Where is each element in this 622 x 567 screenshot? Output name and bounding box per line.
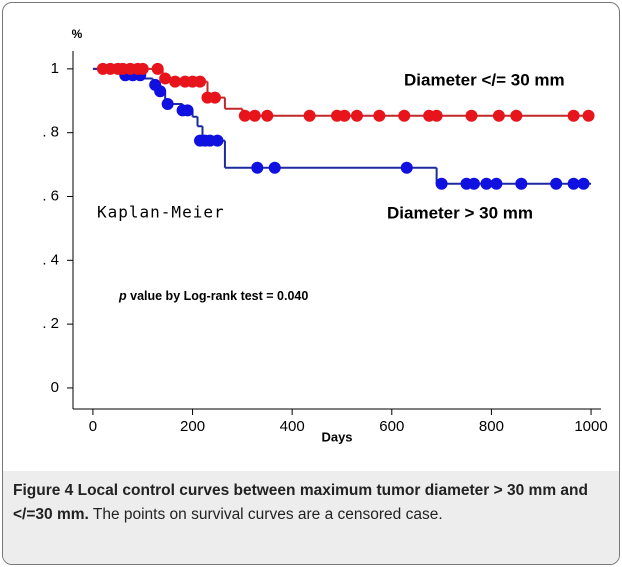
x-tick-label: 200 bbox=[180, 418, 205, 435]
caption-text: The points on survival curves are a cens… bbox=[92, 506, 443, 523]
censor-point bbox=[350, 109, 363, 122]
censor-point bbox=[550, 177, 563, 190]
x-tick-label: 600 bbox=[379, 418, 404, 435]
censor-point bbox=[398, 109, 411, 122]
x-tick-label: 400 bbox=[280, 418, 305, 435]
censor-point bbox=[567, 177, 580, 190]
censor-point bbox=[467, 177, 480, 190]
censor-point bbox=[151, 62, 164, 75]
x-tick-label: 1000 bbox=[574, 418, 607, 435]
censor-point bbox=[169, 75, 182, 88]
x-tick-label: 800 bbox=[479, 418, 504, 435]
legend-label: Diameter </= 30 mm bbox=[404, 70, 565, 89]
censor-point bbox=[490, 177, 503, 190]
censor-point bbox=[338, 109, 351, 122]
censor-point bbox=[567, 109, 580, 122]
annotation-p: p bbox=[118, 289, 127, 303]
censor-point bbox=[194, 75, 207, 88]
y-axis-label: % bbox=[72, 27, 83, 41]
censor-point bbox=[251, 161, 264, 174]
censor-point bbox=[400, 161, 413, 174]
censor-point bbox=[154, 85, 167, 98]
censor-point bbox=[238, 109, 251, 122]
censor-point bbox=[480, 177, 493, 190]
y-tick-label: 0 bbox=[51, 379, 59, 396]
y-tick-label: 1 bbox=[51, 60, 59, 77]
censor-point bbox=[211, 134, 224, 147]
censor-point bbox=[159, 72, 172, 85]
y-tick-label: . 6 bbox=[42, 187, 59, 204]
legend-label: Diameter > 30 mm bbox=[387, 203, 533, 222]
censor-point bbox=[181, 104, 194, 117]
caption-title: Figure 4 Local control curves between ma… bbox=[13, 482, 588, 523]
censor-point bbox=[261, 109, 274, 122]
chart: % Days Kaplan-Meier p value by Log-rank … bbox=[42, 27, 607, 444]
x-tick-label: 0 bbox=[89, 418, 97, 435]
censor-point bbox=[430, 109, 443, 122]
censor-point bbox=[435, 177, 448, 190]
chart-title: Kaplan-Meier bbox=[97, 203, 225, 222]
censor-point bbox=[492, 109, 505, 122]
y-tick-label: . 8 bbox=[42, 124, 59, 141]
annotation-text: value by Log-rank test = 0.040 bbox=[130, 289, 308, 303]
y-tick-label: . 2 bbox=[42, 315, 59, 332]
censor-point bbox=[577, 177, 590, 190]
censor-point bbox=[208, 91, 221, 104]
censor-point bbox=[510, 109, 523, 122]
annotation: p value by Log-rank test = 0.040 bbox=[118, 289, 308, 303]
censor-point bbox=[303, 109, 316, 122]
x-axis-label: Days bbox=[321, 429, 352, 444]
censor-point bbox=[248, 109, 261, 122]
censor-point bbox=[515, 177, 528, 190]
caption: Figure 4 Local control curves between ma… bbox=[3, 471, 619, 564]
censor-point bbox=[136, 62, 149, 75]
censor-point bbox=[465, 109, 478, 122]
y-tick-label: . 4 bbox=[42, 251, 59, 268]
censor-point bbox=[373, 109, 386, 122]
censor-point bbox=[268, 161, 281, 174]
censor-point bbox=[161, 97, 174, 110]
censor-point bbox=[582, 109, 595, 122]
